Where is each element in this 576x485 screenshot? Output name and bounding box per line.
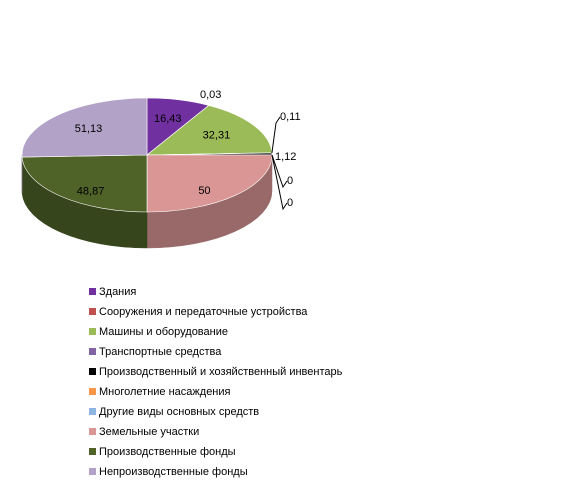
legend-swatch — [89, 428, 96, 435]
legend-swatch — [89, 348, 96, 355]
data-label: 0 — [287, 175, 293, 187]
data-label: 0,03 — [200, 89, 221, 101]
legend-label: Непроизводственные фонды — [99, 466, 248, 478]
legend-swatch — [89, 468, 96, 475]
data-label: 48,87 — [77, 186, 105, 198]
legend-swatch — [89, 448, 96, 455]
data-label: 0 — [287, 197, 293, 209]
legend-label: Другие виды основных средств — [99, 406, 259, 418]
legend-label: Машины и оборудование — [99, 326, 228, 338]
leader-line — [271, 154, 288, 189]
pie-slice — [21, 97, 148, 158]
legend-label: Производственные фонды — [99, 446, 236, 458]
legend-label: Производственный и хозяйственный инвента… — [99, 366, 343, 378]
legend-swatch — [89, 368, 96, 375]
leader-line — [271, 154, 288, 211]
pie-slice — [146, 105, 273, 156]
legend-label: Земельные участки — [99, 426, 199, 438]
legend-label: Здания — [99, 286, 136, 298]
data-label: 0,11 — [280, 111, 301, 123]
data-label: 16,43 — [154, 113, 182, 125]
leader-line — [271, 116, 281, 153]
data-label: 32,31 — [203, 130, 231, 142]
pie-slice — [21, 154, 148, 213]
legend-swatch — [89, 288, 96, 295]
legend-swatch — [89, 328, 96, 335]
legend-label: Транспортные средства — [99, 346, 222, 358]
legend-swatch — [89, 408, 96, 415]
legend-label: Многолетние насаждения — [99, 386, 231, 398]
data-label: 1,12 — [275, 151, 296, 163]
legend-swatch — [89, 308, 96, 315]
legend-swatch — [89, 388, 96, 395]
pie-slice — [146, 154, 273, 213]
data-label: 50 — [198, 185, 210, 197]
legend-label: Сооружения и передаточные устройства — [99, 306, 308, 318]
data-label: 51,13 — [75, 123, 103, 135]
